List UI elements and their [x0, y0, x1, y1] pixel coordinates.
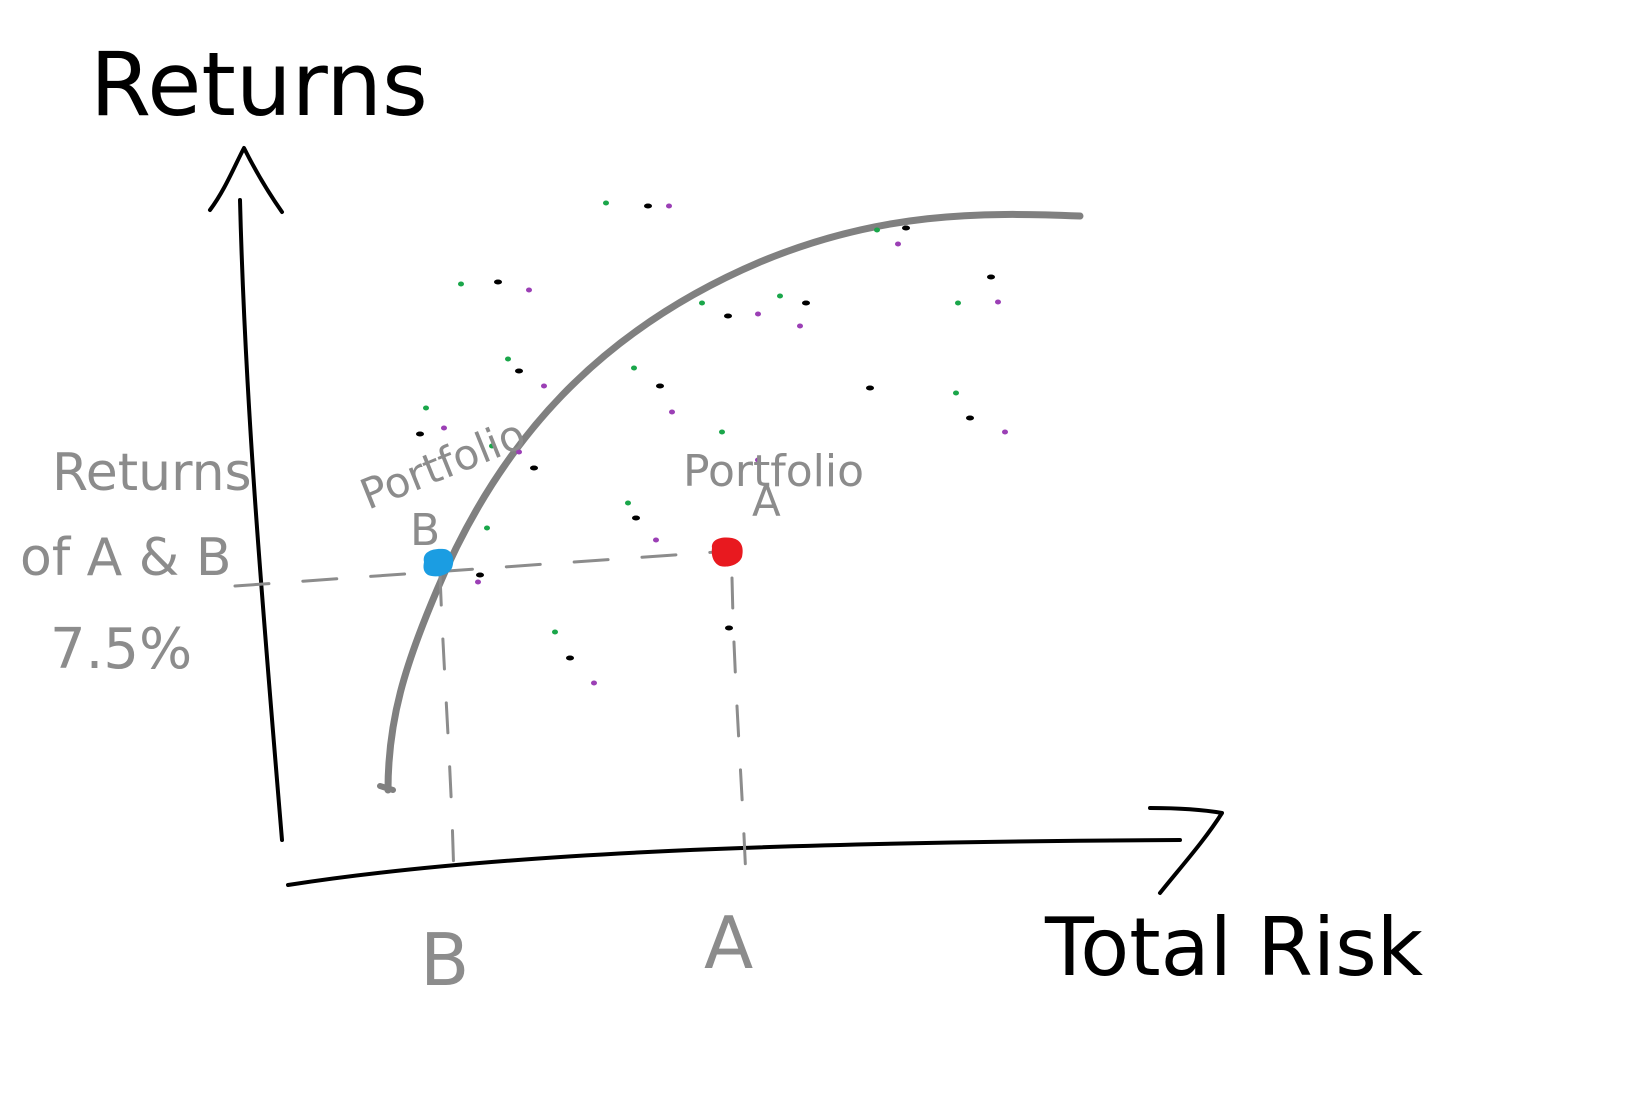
scatter-dot	[895, 241, 901, 247]
returns-annotation-line-2: of A & B	[20, 528, 232, 588]
scatter-dot	[719, 429, 725, 435]
scatter-dot	[603, 200, 609, 206]
scatter-dot	[566, 655, 574, 661]
scatter-dot	[902, 225, 910, 231]
scatter-dot	[441, 425, 447, 431]
scatter-dot	[526, 287, 532, 293]
scatter-dot	[656, 383, 664, 389]
scatter-dot	[666, 203, 672, 209]
scatter-dot	[416, 431, 424, 437]
scatter-dot	[725, 625, 733, 631]
scatter-dot	[966, 415, 974, 421]
scatter-dot	[591, 680, 597, 686]
scatter-dot	[874, 227, 880, 233]
scatter-dot	[476, 572, 484, 578]
portfolio-a-label-word: Portfolio	[683, 446, 864, 497]
portfolio-a-marker	[711, 537, 743, 567]
scatter-dot	[987, 274, 995, 280]
scatter-dot	[755, 311, 761, 317]
returns-annotation-line-1: Returns	[52, 443, 252, 503]
scatter-dot	[1002, 429, 1008, 435]
portfolio-a-label: Portfolio A	[683, 446, 864, 526]
scatter-dot	[953, 390, 959, 396]
scatter-dot	[755, 457, 761, 463]
x-axis-arrow	[1148, 806, 1224, 895]
scatter-dots	[416, 200, 1008, 686]
portfolio-b-drop-line	[438, 573, 456, 887]
x-axis-line	[286, 838, 1182, 887]
scatter-dot	[484, 525, 490, 531]
returns-guide-line	[233, 550, 718, 588]
returns-annotation: Returns of A & B 7.5%	[20, 443, 252, 682]
scatter-dot	[475, 579, 481, 585]
scatter-dot	[489, 443, 495, 449]
scatter-dot	[644, 203, 652, 209]
portfolio-b-label-letter: B	[410, 505, 440, 556]
frontier-start-tick	[377, 783, 396, 793]
x-tick-b: B	[420, 918, 469, 1002]
scatter-dot	[797, 323, 803, 329]
scatter-dot	[515, 368, 523, 374]
scatter-dot	[552, 629, 558, 635]
scatter-dot	[541, 383, 547, 389]
scatter-dot	[802, 300, 810, 306]
portfolio-b-marker	[423, 548, 454, 577]
scatter-dot	[699, 300, 705, 306]
scatter-dot	[777, 293, 783, 299]
returns-annotation-line-3: 7.5%	[50, 617, 192, 682]
portfolio-b-label: Portfolio B	[353, 409, 532, 556]
scatter-dot	[669, 409, 675, 415]
y-axis-title: Returns	[90, 33, 428, 136]
scatter-dot	[955, 300, 961, 306]
y-axis-line	[238, 198, 284, 842]
scatter-dot	[505, 356, 511, 362]
scatter-dot	[631, 365, 637, 371]
y-axis-arrow	[208, 146, 284, 214]
efficient-frontier-curve	[384, 210, 1084, 794]
portfolio-b-label-word: Portfolio	[353, 409, 532, 519]
scatter-dot	[653, 537, 659, 543]
scatter-dot	[494, 279, 502, 285]
scatter-dot	[866, 385, 874, 391]
x-tick-a: A	[704, 901, 753, 985]
scatter-dot	[625, 500, 631, 506]
scatter-dot	[530, 465, 538, 471]
scatter-dot	[724, 313, 732, 319]
scatter-dot	[458, 281, 464, 287]
x-axis-title: Total Risk	[1044, 901, 1424, 994]
scatter-dot	[516, 449, 522, 455]
portfolio-a-label-letter: A	[752, 477, 781, 526]
portfolio-a-drop-line	[730, 576, 748, 882]
scatter-dot	[632, 515, 640, 521]
scatter-dot	[423, 405, 429, 411]
scatter-dot	[995, 299, 1001, 305]
